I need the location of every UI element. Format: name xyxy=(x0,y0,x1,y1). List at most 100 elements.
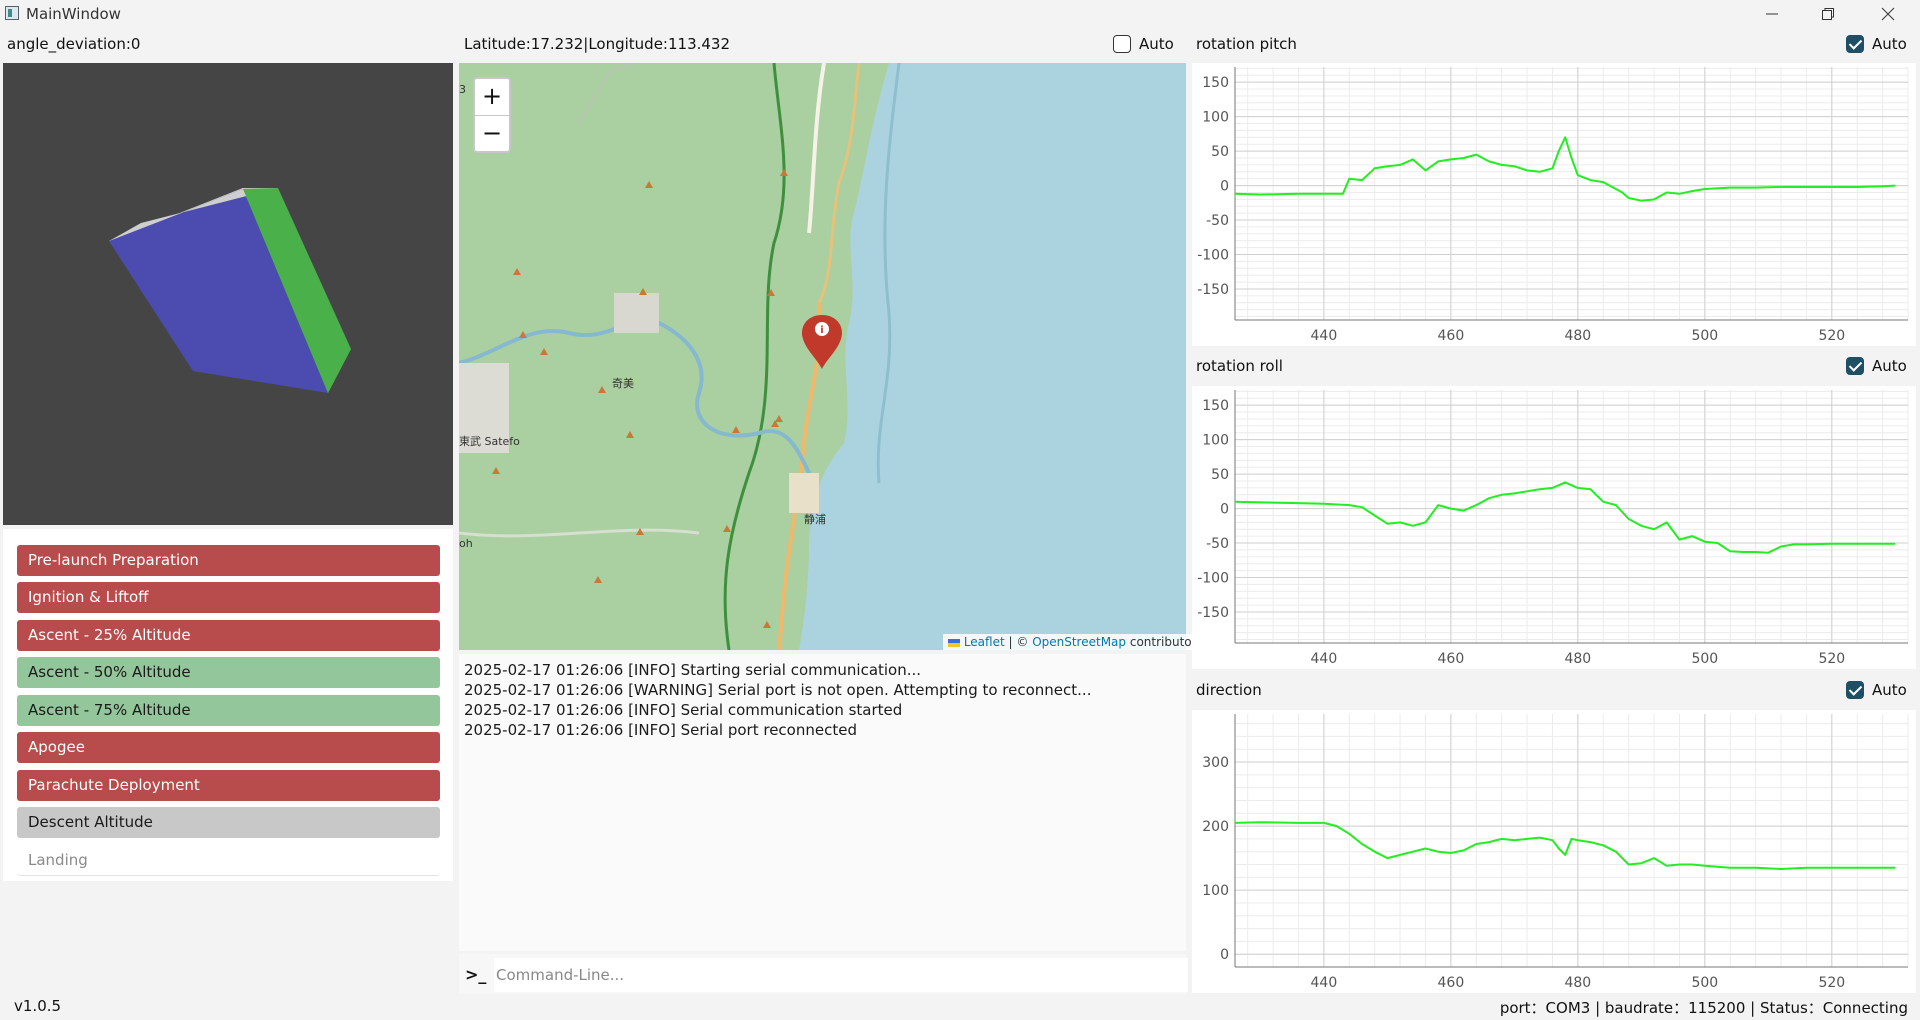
coordinate-label: Latitude:17.232|Longitude:113.432 xyxy=(464,35,731,53)
x-tick-label: 500 xyxy=(1691,975,1718,991)
y-tick-label: -50 xyxy=(1206,536,1229,552)
log-panel[interactable]: 2025-02-17 01:26:06 [INFO] Starting seri… xyxy=(459,654,1186,951)
app-icon xyxy=(5,6,19,20)
map-auto-label: Auto xyxy=(1139,35,1174,53)
y-tick-label: 200 xyxy=(1202,819,1229,835)
y-tick-label: 100 xyxy=(1202,110,1229,126)
stage-item[interactable]: Ascent - 75% Altitude xyxy=(17,695,440,726)
stage-item[interactable]: Ascent - 25% Altitude xyxy=(17,620,440,651)
map-view[interactable]: 奇美 静浦 東武 Satefo oh 3 i xyxy=(459,63,1186,650)
y-tick-label: -100 xyxy=(1197,571,1229,587)
roll-auto-checkbox[interactable] xyxy=(1846,357,1864,375)
osm-link[interactable]: OpenStreetMap xyxy=(1032,635,1127,649)
command-line-input[interactable] xyxy=(494,958,1188,992)
x-tick-label: 480 xyxy=(1564,328,1591,344)
close-icon[interactable] xyxy=(1860,0,1916,28)
stage-item[interactable]: Ignition & Liftoff xyxy=(17,582,440,613)
place-label-3: 3 xyxy=(459,83,466,96)
x-tick-label: 480 xyxy=(1564,651,1591,667)
series-line xyxy=(1234,821,1896,870)
x-tick-label: 500 xyxy=(1691,328,1718,344)
stage-item[interactable]: Parachute Deployment xyxy=(17,770,440,801)
angle-deviation-label: angle_deviation:0 xyxy=(7,35,141,53)
connection-status: port：COM3 | baudrate：115200 | Status：Con… xyxy=(1499,999,1908,1017)
stage-item[interactable]: Descent Altitude xyxy=(17,807,440,838)
log-line: 2025-02-17 01:26:06 [INFO] Serial commun… xyxy=(464,701,903,719)
y-tick-label: 0 xyxy=(1220,947,1229,963)
pitch-chart[interactable]: 440 460 480 500 520 150 100 50 0 -50 -100 -150 xyxy=(1192,63,1916,346)
x-tick-label: 460 xyxy=(1438,651,1465,667)
restore-icon[interactable] xyxy=(1800,0,1856,28)
place-label-oh: oh xyxy=(459,537,473,550)
leaflet-link[interactable]: Leaflet xyxy=(963,635,1005,649)
x-tick-label: 440 xyxy=(1311,975,1338,991)
x-tick-label: 500 xyxy=(1691,651,1718,667)
chart-title: rotation roll xyxy=(1196,357,1283,375)
place-label-jingpu: 静浦 xyxy=(804,512,826,526)
cube-model xyxy=(109,188,351,393)
flight-stage-list: Pre-launch Preparation Ignition & Liftof… xyxy=(3,529,453,881)
ukraine-flag-icon xyxy=(948,638,960,647)
stage-item[interactable]: Apogee xyxy=(17,732,440,763)
log-line: 2025-02-17 01:26:06 [WARNING] Serial por… xyxy=(464,681,1092,699)
roll-chart[interactable]: 440 460 480 500 520 150 100 50 0 -50 -100 -150 xyxy=(1192,386,1916,669)
y-tick-label: 100 xyxy=(1202,433,1229,449)
x-tick-label: 460 xyxy=(1438,975,1465,991)
series-line xyxy=(1234,481,1896,554)
minimize-icon[interactable] xyxy=(1744,0,1800,28)
map-attribution: Leaflet | © OpenStreetMap contributors xyxy=(943,634,1208,650)
y-tick-label: -150 xyxy=(1197,605,1229,621)
y-tick-label: -50 xyxy=(1206,213,1229,229)
y-tick-label: 50 xyxy=(1211,467,1229,483)
stage-item[interactable]: Landing xyxy=(17,845,440,876)
zoom-controls: + − xyxy=(473,77,511,153)
stage-item[interactable]: Pre-launch Preparation xyxy=(17,545,440,576)
location-marker-icon[interactable]: i xyxy=(801,315,843,369)
sea-area xyxy=(799,63,1186,650)
roll-auto-label: Auto xyxy=(1872,357,1907,375)
chart-title: rotation pitch xyxy=(1196,35,1297,53)
pitch-auto-label: Auto xyxy=(1872,35,1907,53)
y-tick-label: -100 xyxy=(1197,248,1229,264)
x-tick-label: 440 xyxy=(1311,651,1338,667)
log-line: 2025-02-17 01:26:06 [INFO] Starting seri… xyxy=(464,661,922,679)
series-line xyxy=(1234,136,1896,202)
x-tick-label: 480 xyxy=(1564,975,1591,991)
y-tick-label: 50 xyxy=(1211,144,1229,160)
y-tick-label: 150 xyxy=(1202,75,1229,91)
x-tick-label: 520 xyxy=(1818,975,1845,991)
y-tick-label: 0 xyxy=(1220,179,1229,195)
log-line: 2025-02-17 01:26:06 [INFO] Serial port r… xyxy=(464,721,857,739)
version-label: v1.0.5 xyxy=(14,997,62,1015)
title-bar xyxy=(0,0,1920,28)
stage-item[interactable]: Ascent - 50% Altitude xyxy=(17,657,440,688)
x-tick-label: 520 xyxy=(1818,328,1845,344)
cube-face-blue xyxy=(109,189,328,393)
prompt-icon: >_ xyxy=(465,965,487,984)
chart-plot: 440 460 480 500 520 300 200 100 0 xyxy=(1202,714,1909,991)
map-auto-checkbox[interactable] xyxy=(1113,35,1131,53)
pitch-auto-checkbox[interactable] xyxy=(1846,35,1864,53)
zoom-in-button[interactable]: + xyxy=(481,82,503,110)
zoom-out-button[interactable]: − xyxy=(481,119,503,147)
x-tick-label: 520 xyxy=(1818,651,1845,667)
svg-text:i: i xyxy=(820,325,823,336)
place-label-qimei: 奇美 xyxy=(612,377,634,390)
direction-chart[interactable]: 440 460 480 500 520 300 200 100 0 xyxy=(1192,710,1916,993)
x-tick-label: 460 xyxy=(1438,328,1465,344)
window-title: MainWindow xyxy=(26,5,121,23)
y-tick-label: 300 xyxy=(1202,755,1229,771)
orientation-3d-view[interactable] xyxy=(3,63,453,525)
chart-title: direction xyxy=(1196,681,1262,699)
x-tick-label: 440 xyxy=(1311,328,1338,344)
y-tick-label: 0 xyxy=(1220,502,1229,518)
map-tiles: 奇美 静浦 東武 Satefo oh 3 i xyxy=(459,63,1186,650)
y-tick-label: 150 xyxy=(1202,398,1229,414)
y-tick-label: -150 xyxy=(1197,282,1229,298)
direction-auto-checkbox[interactable] xyxy=(1846,681,1864,699)
direction-auto-label: Auto xyxy=(1872,681,1907,699)
y-tick-label: 100 xyxy=(1202,883,1229,899)
place-label-satefo: 東武 Satefo xyxy=(459,435,520,448)
